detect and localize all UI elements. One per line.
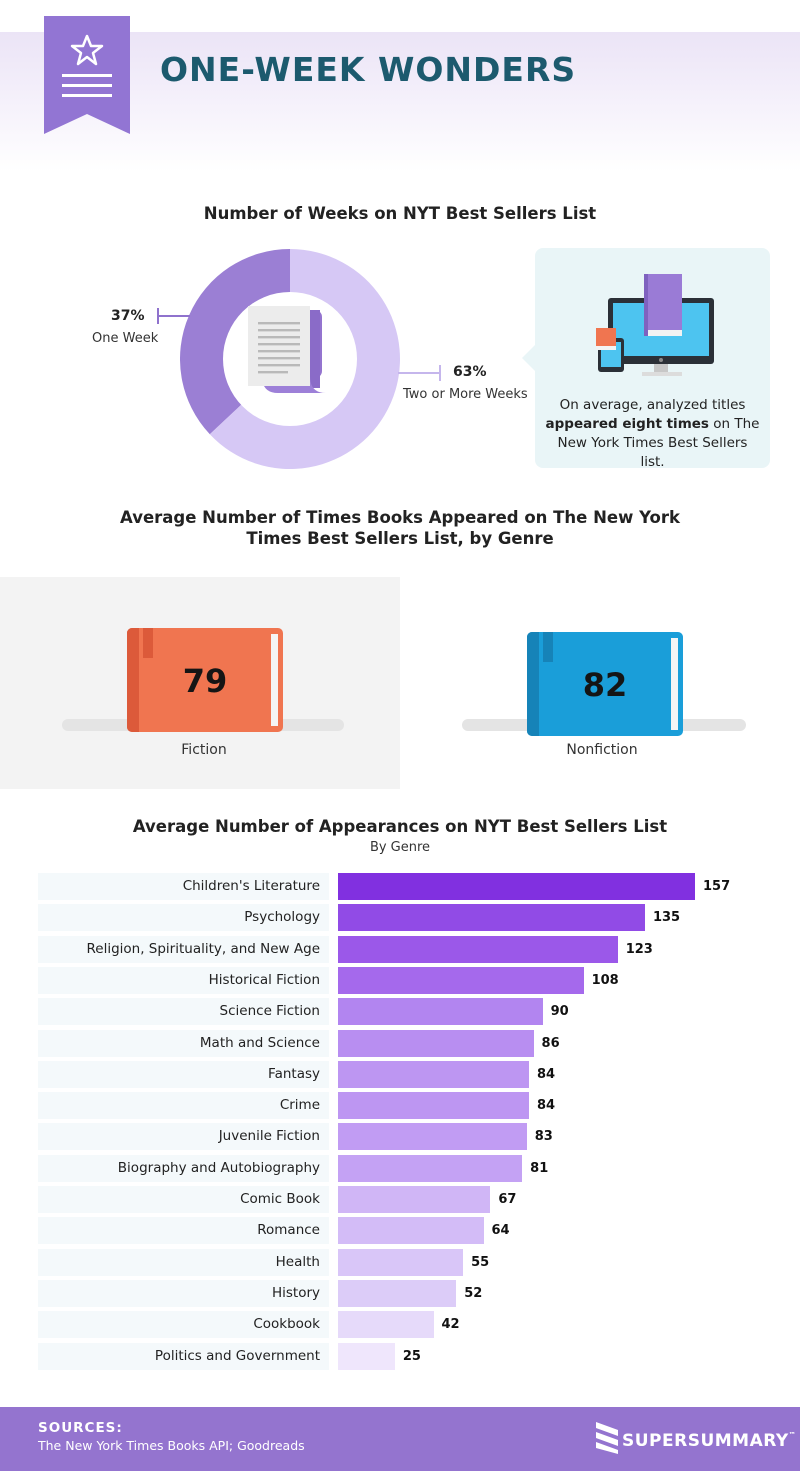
weeks-donut-chart xyxy=(180,249,400,469)
fiction-label: Fiction xyxy=(181,742,227,758)
bar xyxy=(338,1154,523,1182)
bar-category-label: History xyxy=(271,1284,320,1301)
document-scroll-icon xyxy=(248,306,326,393)
page-title: ONE-WEEK WONDERS xyxy=(160,50,577,89)
bar-value-label: 90 xyxy=(550,1004,569,1020)
supersummary-logo-text: SUPERSUMMARY™ xyxy=(622,1431,797,1451)
two-plus-label: Two or More Weeks xyxy=(403,387,528,402)
bar-category-label: Psychology xyxy=(244,909,320,926)
bar-category-label: Science Fiction xyxy=(219,1003,320,1020)
bar-category-label: Juvenile Fiction xyxy=(218,1128,320,1145)
bar xyxy=(338,904,645,932)
bar-value-label: 157 xyxy=(703,879,731,894)
bar xyxy=(338,873,695,900)
bar xyxy=(338,1279,457,1307)
bar xyxy=(338,1217,484,1245)
genre-title-line-2: Times Best Sellers List, by Genre xyxy=(246,529,554,548)
bar-row-background xyxy=(38,1060,329,1088)
bar-row-background xyxy=(38,1217,329,1245)
bar xyxy=(338,998,543,1026)
info-box-pointer xyxy=(522,344,536,372)
bar-category-label: Health xyxy=(275,1253,320,1270)
bar-category-label: Biography and Autobiography xyxy=(117,1159,320,1176)
bar-value-label: 84 xyxy=(537,1066,556,1082)
nonfiction-book-icon: 82 xyxy=(527,632,683,736)
bar xyxy=(338,966,584,994)
bar-category-label: Politics and Government xyxy=(154,1347,320,1364)
sources-text: The New York Times Books API; Goodreads xyxy=(38,1438,305,1453)
supersummary-logo-icon xyxy=(596,1422,618,1454)
fiction-value: 79 xyxy=(182,662,228,700)
header-band xyxy=(0,32,800,172)
bar xyxy=(338,1342,395,1370)
bar-row-background xyxy=(38,1248,329,1276)
bar-category-label: Cookbook xyxy=(253,1316,320,1333)
one-week-percent: 37% xyxy=(111,308,145,324)
two-plus-percent: 63% xyxy=(453,364,487,380)
bar-row-background xyxy=(38,1123,329,1151)
bar xyxy=(338,1029,534,1057)
bar xyxy=(338,1311,434,1339)
bar-row-background xyxy=(38,966,329,994)
bar-category-label: Religion, Spirituality, and New Age xyxy=(86,940,320,957)
bar-value-label: 64 xyxy=(491,1223,510,1239)
bar-value-label: 135 xyxy=(652,910,681,926)
bar-row-background xyxy=(38,998,329,1026)
bar-value-label: 42 xyxy=(441,1317,460,1333)
info-text: On average, analyzed titles appeared eig… xyxy=(545,397,760,470)
bar-value-label: 84 xyxy=(537,1098,556,1114)
bar-value-label: 86 xyxy=(541,1035,560,1051)
bar-row-background xyxy=(38,935,329,963)
one-week-label: One Week xyxy=(92,331,159,346)
bar xyxy=(338,1060,529,1088)
bar-row-background xyxy=(38,1154,329,1182)
bar-value-label: 108 xyxy=(591,972,619,988)
bar-value-label: 123 xyxy=(625,941,653,957)
bar-chart-title: Average Number of Appearances on NYT Bes… xyxy=(132,817,668,836)
bar-category-label: Fantasy xyxy=(268,1065,320,1082)
bar xyxy=(338,1248,464,1276)
nonfiction-label: Nonfiction xyxy=(566,742,638,758)
bar-row-background xyxy=(38,904,329,932)
bar-category-label: Comic Book xyxy=(240,1191,320,1207)
bar-value-label: 67 xyxy=(498,1192,517,1207)
two-plus-leader-line xyxy=(398,365,441,381)
bar-category-label: Children's Literature xyxy=(182,878,320,894)
bar-category-label: Historical Fiction xyxy=(208,971,320,988)
bar-value-label: 52 xyxy=(464,1285,483,1301)
bar-row-background xyxy=(38,1186,329,1213)
computer-devices-icon xyxy=(596,274,714,376)
bar-row-background xyxy=(38,1029,329,1057)
bar-row-background xyxy=(38,873,329,900)
bar-category-label: Romance xyxy=(257,1222,320,1239)
genre-title-line-1: Average Number of Times Books Appeared o… xyxy=(120,508,680,527)
bar xyxy=(338,935,618,963)
bar-value-label: 25 xyxy=(402,1348,421,1364)
bar-value-label: 55 xyxy=(471,1254,490,1270)
bar-row-background xyxy=(38,1279,329,1307)
bar-row-background xyxy=(38,1092,329,1120)
bar xyxy=(338,1092,529,1120)
sources-heading: SOURCES: xyxy=(38,1420,123,1436)
one-week-leader-line xyxy=(157,308,190,324)
bar-row-background xyxy=(38,1342,329,1370)
bar xyxy=(338,1186,491,1213)
bar-category-label: Math and Science xyxy=(199,1034,320,1051)
bar-value-label: 81 xyxy=(530,1160,549,1176)
footer xyxy=(0,1407,800,1471)
bar-value-label: 83 xyxy=(534,1129,553,1145)
bar-chart-subtitle: By Genre xyxy=(369,840,431,855)
bar-row-background xyxy=(38,1311,329,1339)
donut-chart-title: Number of Weeks on NYT Best Sellers List xyxy=(203,204,597,223)
fiction-book-icon: 79 xyxy=(127,628,283,732)
bookmark-ribbon-icon xyxy=(44,16,130,134)
bar xyxy=(338,1123,527,1151)
nonfiction-value: 82 xyxy=(582,666,628,704)
bar-category-label: Crime xyxy=(279,1097,320,1114)
